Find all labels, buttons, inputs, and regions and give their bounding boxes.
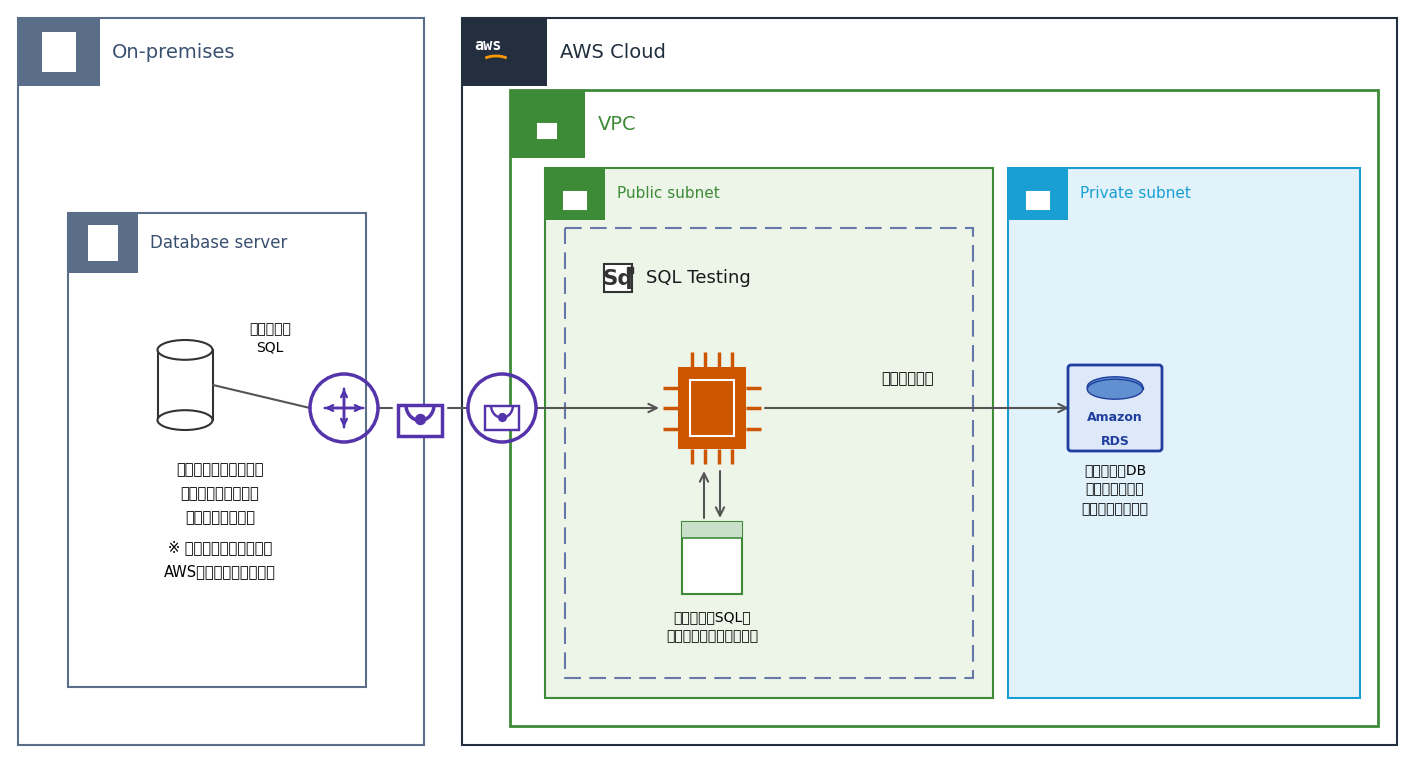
- Bar: [48, 53, 54, 59]
- Text: Private subnet: Private subnet: [1080, 186, 1191, 201]
- Bar: [463, 18, 1397, 745]
- Ellipse shape: [157, 410, 212, 430]
- Bar: [57, 45, 62, 51]
- Bar: [538, 124, 556, 138]
- Text: （オンプレミス上の: （オンプレミス上の: [181, 486, 259, 501]
- Bar: [68, 213, 366, 687]
- Text: ターゲットDB
（移行先候補の
　データベース）: ターゲットDB （移行先候補の データベース）: [1081, 463, 1149, 516]
- Bar: [157, 350, 212, 420]
- Text: Sq: Sq: [603, 269, 634, 289]
- Bar: [48, 37, 54, 43]
- Ellipse shape: [1087, 379, 1143, 399]
- Bar: [485, 406, 519, 430]
- Circle shape: [535, 104, 559, 128]
- Circle shape: [546, 115, 570, 140]
- Bar: [65, 53, 71, 59]
- Text: データベース）: データベース）: [185, 510, 255, 525]
- Bar: [678, 367, 746, 449]
- Bar: [682, 522, 741, 538]
- Bar: [18, 18, 100, 86]
- Bar: [88, 225, 119, 261]
- Bar: [68, 213, 139, 273]
- Text: aws: aws: [474, 38, 501, 53]
- Bar: [463, 18, 548, 86]
- Bar: [57, 61, 62, 67]
- Text: AWS Cloud: AWS Cloud: [560, 43, 666, 62]
- Bar: [65, 45, 71, 51]
- Bar: [558, 177, 591, 211]
- Bar: [65, 37, 71, 43]
- Bar: [57, 53, 62, 59]
- Bar: [1026, 192, 1050, 209]
- Text: 収集されたSQLや
アセスメント結果の保持: 収集されたSQLや アセスメント結果の保持: [666, 610, 758, 643]
- Bar: [399, 405, 441, 436]
- Bar: [1087, 387, 1143, 389]
- Bar: [545, 168, 606, 220]
- Bar: [57, 37, 62, 43]
- Text: RDS: RDS: [1101, 435, 1129, 448]
- Text: 収集された
SQL: 収集された SQL: [249, 322, 291, 354]
- Text: Public subnet: Public subnet: [617, 186, 720, 201]
- Text: 移行元データベース（: 移行元データベース（: [177, 462, 263, 477]
- Ellipse shape: [1087, 377, 1143, 397]
- Bar: [565, 228, 974, 678]
- Text: ※ 移行元データベースが: ※ 移行元データベースが: [168, 540, 272, 555]
- Bar: [48, 45, 54, 51]
- FancyBboxPatch shape: [1068, 365, 1162, 451]
- Bar: [1007, 168, 1068, 220]
- Text: AWS上の場合もあり得る: AWS上の場合もあり得る: [164, 564, 276, 579]
- Bar: [682, 522, 741, 594]
- Bar: [545, 168, 993, 698]
- Bar: [1007, 168, 1360, 698]
- Text: SQL Testing: SQL Testing: [647, 269, 751, 287]
- Bar: [18, 18, 424, 745]
- Text: VPC: VPC: [599, 114, 637, 134]
- Text: On-premises: On-premises: [112, 43, 235, 62]
- Bar: [48, 61, 54, 67]
- Bar: [1022, 177, 1056, 211]
- Bar: [691, 381, 734, 436]
- Bar: [563, 192, 586, 209]
- Text: Database server: Database server: [150, 234, 287, 252]
- Bar: [42, 32, 76, 72]
- Bar: [65, 61, 71, 67]
- Bar: [604, 264, 633, 292]
- Circle shape: [524, 115, 548, 140]
- Text: アセスメント: アセスメント: [882, 371, 934, 386]
- Bar: [509, 90, 584, 158]
- Ellipse shape: [157, 340, 212, 360]
- Bar: [509, 90, 1378, 726]
- Circle shape: [529, 106, 565, 142]
- Text: Amazon: Amazon: [1087, 411, 1143, 424]
